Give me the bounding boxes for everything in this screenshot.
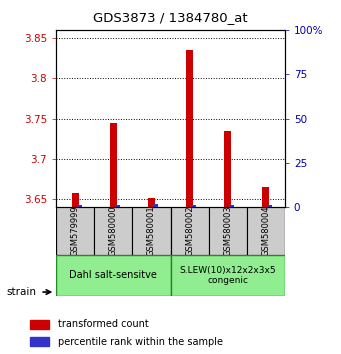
Text: transformed count: transformed count	[58, 319, 149, 329]
Text: GSM580002: GSM580002	[185, 206, 194, 256]
Bar	[153, 204, 158, 207]
Bar	[56, 255, 170, 296]
Text: Dahl salt-sensitve: Dahl salt-sensitve	[70, 270, 157, 280]
Bar	[191, 205, 196, 207]
Bar	[77, 205, 82, 207]
Bar	[262, 187, 269, 207]
Bar	[170, 207, 209, 255]
Text: percentile rank within the sample: percentile rank within the sample	[58, 337, 223, 347]
Bar	[170, 255, 285, 296]
Bar	[115, 205, 120, 207]
Bar	[268, 205, 272, 207]
Text: GSM580004: GSM580004	[261, 206, 270, 256]
Text: GSM580000: GSM580000	[109, 206, 118, 256]
Text: GSM580001: GSM580001	[147, 206, 156, 256]
Bar	[56, 207, 94, 255]
Text: GSM579999: GSM579999	[71, 206, 80, 256]
Bar	[110, 122, 117, 207]
Text: S.LEW(10)x12x2x3x5
congenic: S.LEW(10)x12x2x3x5 congenic	[179, 266, 276, 285]
Bar	[94, 207, 132, 255]
Text: strain: strain	[7, 287, 37, 297]
Bar	[132, 207, 170, 255]
Bar	[30, 337, 49, 346]
Bar	[209, 207, 247, 255]
Bar	[72, 193, 79, 207]
Text: GSM580003: GSM580003	[223, 206, 232, 256]
Bar	[148, 198, 155, 207]
Bar	[229, 205, 234, 207]
Bar	[30, 320, 49, 329]
Bar	[247, 207, 285, 255]
Bar	[186, 50, 193, 207]
Text: GDS3873 / 1384780_at: GDS3873 / 1384780_at	[93, 11, 248, 24]
Bar	[224, 131, 231, 207]
